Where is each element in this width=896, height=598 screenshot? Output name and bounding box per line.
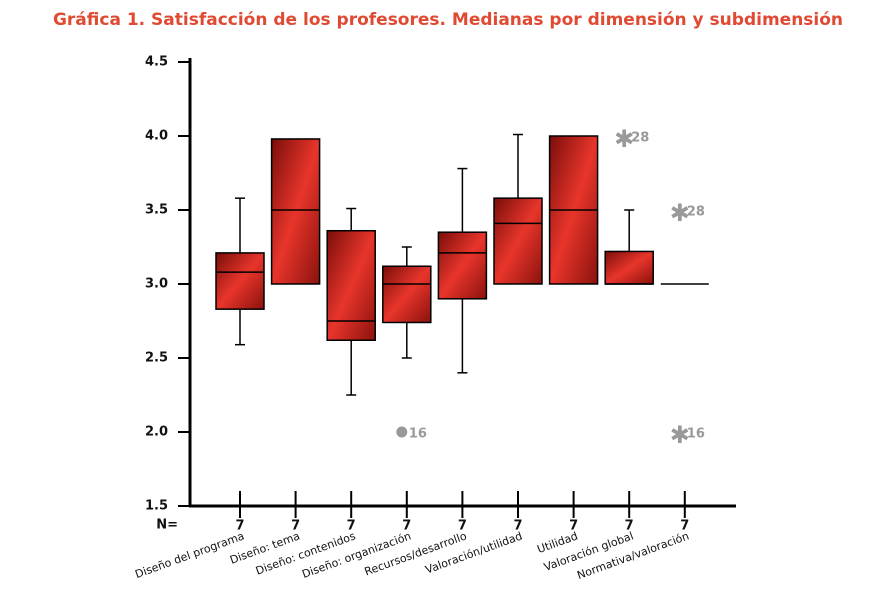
outlier: ✱ (670, 199, 690, 227)
n-value: 7 (291, 519, 300, 534)
y-tick-label: 1.5 (145, 499, 168, 514)
outlier-label: 28 (631, 131, 649, 146)
chart-title: Gráfica 1. Satisfacción de los profesore… (53, 10, 843, 30)
y-tick-label: 4.0 (145, 129, 168, 144)
y-tick-label: 4.5 (145, 55, 168, 70)
box (493, 197, 543, 285)
box (270, 138, 321, 285)
n-value: 7 (347, 519, 356, 534)
n-value: 7 (402, 519, 411, 534)
box (437, 231, 488, 300)
outlier-label: 28 (687, 205, 705, 220)
outlier-label: 16 (687, 427, 705, 442)
y-tick-label: 2.0 (145, 425, 168, 440)
n-value: 7 (458, 519, 467, 534)
n-value: 7 (235, 519, 244, 534)
n-value: 7 (513, 519, 522, 534)
outlier-label: 16 (409, 427, 427, 442)
n-value: 7 (569, 519, 578, 534)
box (604, 250, 654, 285)
x-tick-label: Valoración/utilidad (424, 529, 524, 576)
box (326, 229, 376, 341)
box (215, 252, 265, 310)
outlier (396, 426, 408, 438)
n-value: 7 (625, 519, 634, 534)
outlier: ✱ (614, 125, 634, 153)
y-tick-label: 2.5 (145, 351, 168, 366)
y-tick-label: 3.0 (145, 277, 168, 292)
n-value: 7 (680, 519, 689, 534)
n-label: N= (156, 518, 178, 533)
outlier: ✱ (670, 421, 690, 449)
y-tick-label: 3.5 (145, 203, 168, 218)
box (382, 265, 432, 324)
